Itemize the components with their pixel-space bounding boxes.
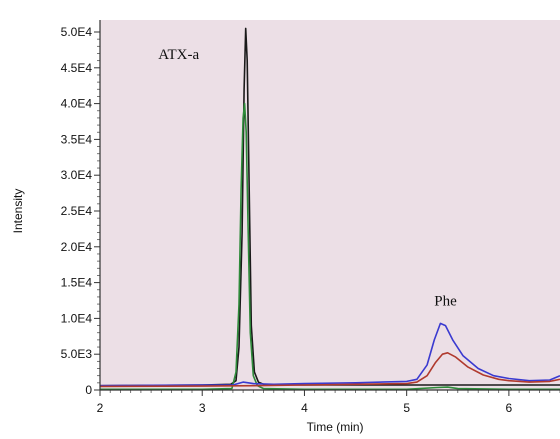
x-tick-label: 4 (301, 401, 308, 415)
x-tick-label: 3 (199, 401, 206, 415)
y-tick-label: 4.0E4 (61, 97, 93, 111)
x-tick-label: 6 (506, 401, 513, 415)
series-layer (99, 27, 560, 391)
x-axis-title: Time (min) (307, 420, 364, 434)
peak-annotation: Phe (434, 294, 457, 310)
y-tick-label: 5.0E3 (61, 347, 93, 361)
labels: 0 5.0E3 1.0E4 1.5E4 2.0E4 2.5E4 3.0E4 3.5E4 4.0E… (11, 25, 513, 434)
series-line (99, 322, 560, 387)
y-tick-label: 5.0E4 (61, 25, 93, 39)
series-line (99, 351, 560, 388)
axes (99, 20, 560, 391)
y-tick-label: 2.0E4 (61, 240, 93, 254)
x-tick-label: 5 (403, 401, 410, 415)
y-axis-title: Intensity (11, 189, 25, 234)
y-tick-label: 3.5E4 (61, 132, 93, 146)
y-tick-label: 0 (85, 383, 92, 397)
series-line (100, 102, 560, 391)
y-tick-label: 3.0E4 (61, 168, 93, 182)
y-tick-label: 1.0E4 (61, 311, 93, 325)
plot-area (100, 20, 560, 390)
y-tick-label: 4.5E4 (61, 61, 93, 75)
y-tick-label: 2.5E4 (61, 204, 93, 218)
y-tick-label: 1.5E4 (61, 276, 93, 290)
peak-annotation: ATX-a (158, 47, 199, 63)
x-tick-label: 2 (97, 401, 104, 415)
